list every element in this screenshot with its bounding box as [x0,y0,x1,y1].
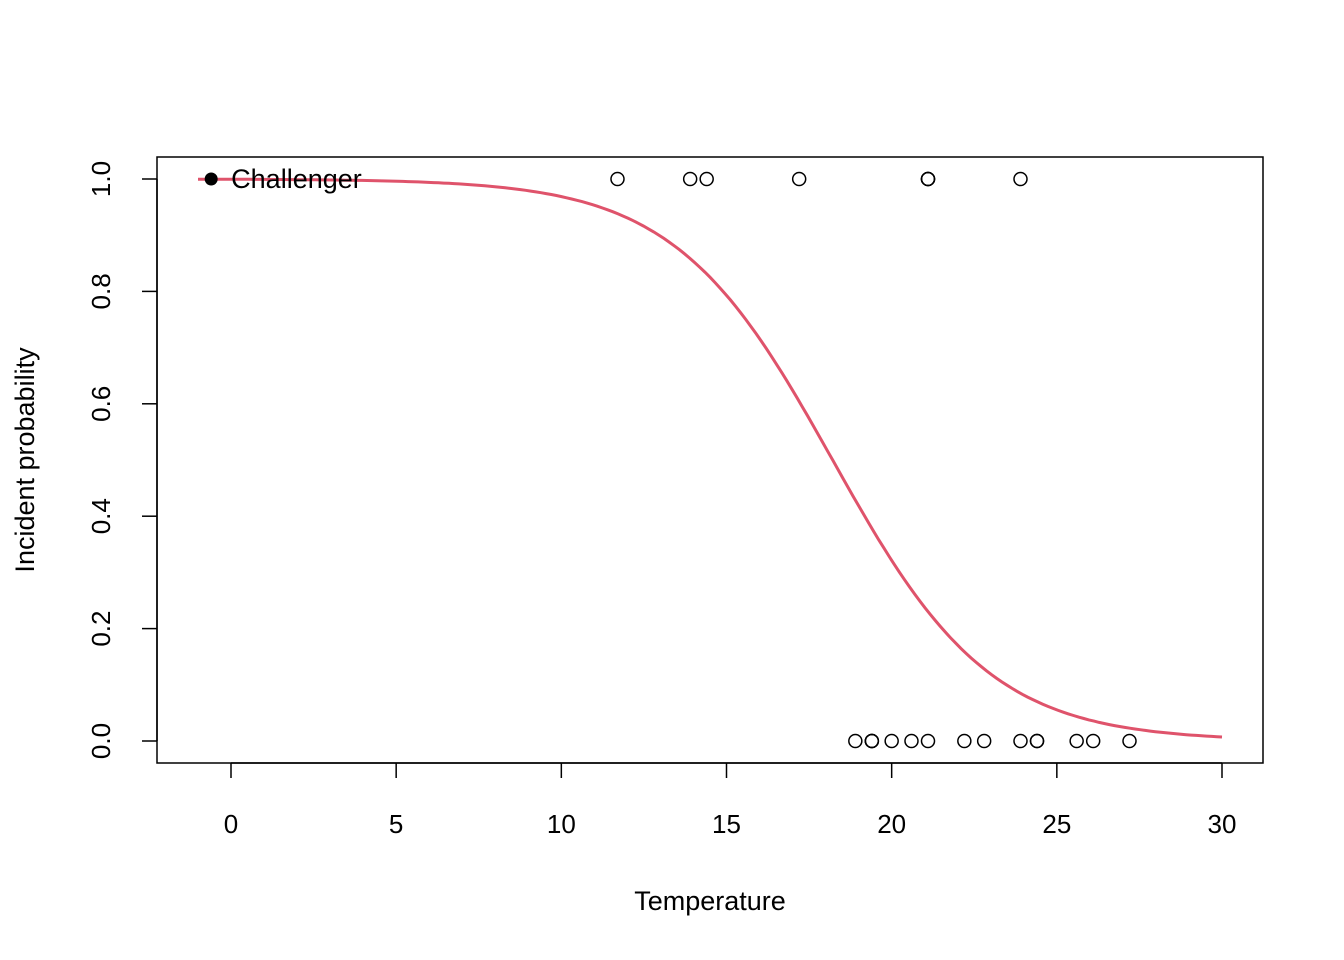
data-point [610,171,625,187]
x-tick-label: 25 [1042,809,1071,839]
x-tick-label: 20 [877,809,906,839]
data-point [848,733,863,749]
data-point [904,733,919,749]
data-point [1122,733,1137,749]
plot-frame [156,156,1264,764]
y-axis: 0.0 0.2 0.4 0.6 0.8 1.0 [86,161,158,759]
data-point [920,171,936,187]
data-point [884,733,899,749]
data-point [682,171,698,187]
x-axis: 0 5 10 15 20 25 30 [224,762,1237,839]
y-axis-label: Incident probability [10,347,40,573]
data-point [1013,733,1028,749]
x-tick-label: 0 [224,809,238,839]
x-tick-label: 30 [1208,809,1237,839]
x-tick-label: 10 [547,809,576,839]
y-tick-label: 0.4 [86,498,116,534]
data-point [957,733,972,749]
data-point [864,733,880,749]
data-point [1013,171,1028,187]
x-tick-label: 15 [712,809,741,839]
data-points [610,171,1137,749]
y-tick-label: 0.8 [86,273,116,309]
data-point [791,171,807,187]
data-point [699,171,714,187]
challenger-label: Challenger [231,164,362,194]
data-point [1029,733,1045,749]
data-point [920,733,936,749]
y-tick-label: 0.6 [86,386,116,422]
y-tick-label: 0.2 [86,611,116,647]
data-point [976,733,992,749]
fitted-curve [198,177,1223,739]
x-tick-label: 5 [389,809,403,839]
challenger-point [204,172,218,186]
data-point [1085,733,1101,749]
x-axis-label: Temperature [634,886,786,916]
data-point [1069,733,1084,749]
y-tick-label: 0.0 [86,723,116,759]
y-tick-label: 1.0 [86,161,116,197]
